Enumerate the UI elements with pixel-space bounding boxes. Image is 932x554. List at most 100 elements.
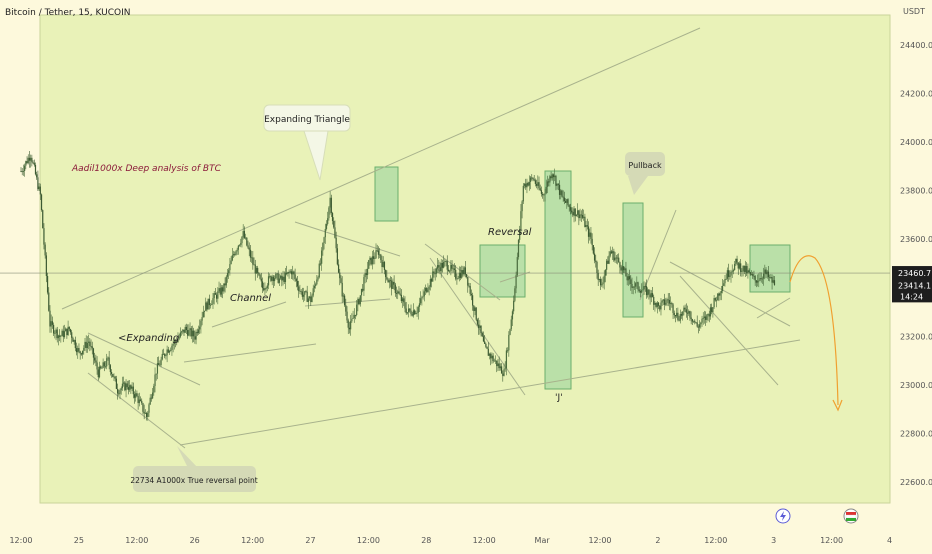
candle-body-118 (162, 353, 165, 355)
candle-body-343 (434, 273, 436, 275)
candle-body-401 (504, 368, 506, 370)
candle-body-339 (429, 278, 431, 287)
price-axis[interactable]: 22600.022800.023000.023200.023400.023600… (900, 41, 932, 487)
trendline-5 (183, 343, 317, 363)
candle-body-323 (410, 310, 412, 315)
candle-body-449 (562, 196, 564, 198)
candle-body-493 (615, 257, 617, 259)
time-axis[interactable]: 12:00 25 12:00 26 12:00 27 12:00 28 12:00 Mar 12:0… (9, 536, 892, 545)
candle-body-369 (465, 274, 468, 278)
candle-body-23 (48, 292, 50, 311)
candle-body-409 (514, 288, 516, 301)
candle-body-95 (135, 393, 137, 398)
candle-body-612 (759, 278, 761, 281)
candle-body-476 (595, 260, 597, 262)
candle-body-293 (374, 258, 376, 260)
candle-body-190 (249, 249, 252, 258)
candle-body-26 (51, 321, 53, 325)
candle-body-219 (284, 272, 287, 282)
candle-body-533 (663, 299, 666, 305)
candle-body-37 (65, 328, 67, 332)
candle-body-387 (487, 348, 489, 356)
x-tick-label-7: 28 (421, 536, 431, 545)
highlight-box-5 (749, 244, 791, 293)
candle-body-102 (143, 411, 145, 414)
last-price-box (892, 266, 932, 280)
candle-body-296 (377, 250, 380, 255)
candle-body-164 (218, 288, 220, 292)
candle-body-196 (257, 267, 259, 273)
candle-body-322 (409, 308, 411, 311)
candle-body-294 (375, 250, 377, 259)
candle-body-408 (513, 300, 515, 312)
candle-body-367 (463, 267, 465, 275)
candle-body-228 (295, 278, 297, 282)
candle-body-40 (68, 326, 70, 330)
candle-body-454 (568, 205, 570, 208)
candle-body-263 (337, 264, 340, 273)
candle-body-614 (761, 278, 764, 280)
candle-body-106 (148, 404, 150, 413)
candle-body-159 (212, 298, 214, 304)
candle-body-188 (247, 245, 249, 248)
candle-body-535 (666, 299, 668, 303)
symbol-title[interactable]: Bitcoin / Tether, 15, KUCOIN (5, 8, 131, 18)
candle-body-342 (433, 271, 435, 274)
y-tick-label-0: 22600.0 (900, 478, 932, 487)
x-tick-label-14: 12:00 (820, 536, 843, 545)
candle-body-487 (608, 255, 610, 264)
candle-body-43 (72, 337, 74, 342)
candle-body-295 (376, 250, 378, 252)
candle-body-566 (703, 316, 706, 319)
candle-body-169 (224, 283, 226, 286)
candle-body-312 (397, 291, 399, 294)
candle-body-226 (293, 271, 295, 275)
candle-body-265 (340, 278, 342, 283)
candle-body-209 (272, 276, 274, 282)
candle-body-389 (490, 353, 492, 359)
candle-body-100 (141, 400, 143, 404)
candle-body-403 (507, 350, 509, 352)
candle-body-611 (758, 280, 760, 282)
flag-icon[interactable] (843, 508, 859, 524)
candle-body-126 (172, 344, 174, 346)
candle-body-468 (585, 225, 587, 227)
candle-body-508 (633, 286, 636, 288)
candle-body-546 (679, 314, 681, 321)
candle-body-330 (418, 303, 421, 307)
candle-body-527 (656, 302, 658, 307)
candle-body-326 (414, 310, 416, 315)
candle-body-10 (32, 162, 34, 164)
candle-body-486 (607, 260, 609, 264)
candle-body-109 (152, 392, 154, 399)
candle-body-357 (451, 264, 453, 269)
candle-body-390 (491, 355, 493, 359)
x-tick-label-9: Mar (535, 536, 551, 545)
lightning-icon[interactable] (775, 508, 791, 524)
candle-body-604 (749, 272, 751, 275)
candle-body-215 (280, 275, 282, 279)
candle-body-398 (500, 366, 503, 374)
candle-body-217 (282, 276, 284, 281)
analysis-panel (39, 14, 891, 504)
candle-body-498 (621, 266, 623, 271)
candle-body-569 (707, 314, 709, 315)
x-tick-label-4: 12:00 (241, 536, 264, 545)
candle-body-500 (624, 268, 626, 271)
candle-body-381 (480, 325, 482, 333)
candle-body-59 (91, 346, 93, 349)
candle-body-344 (435, 268, 437, 274)
candle-body-11 (33, 162, 35, 165)
candle-body-402 (505, 350, 508, 369)
candle-body-337 (427, 289, 429, 292)
candle-body-321 (408, 308, 410, 313)
candle-body-496 (619, 262, 621, 268)
candle-body-560 (696, 322, 698, 327)
candle-body-452 (566, 199, 568, 203)
candle-body-329 (417, 306, 419, 313)
x-tick-label-0: 12:00 (9, 536, 32, 545)
candle-body-9 (31, 157, 33, 163)
candle-body-86 (124, 382, 126, 391)
